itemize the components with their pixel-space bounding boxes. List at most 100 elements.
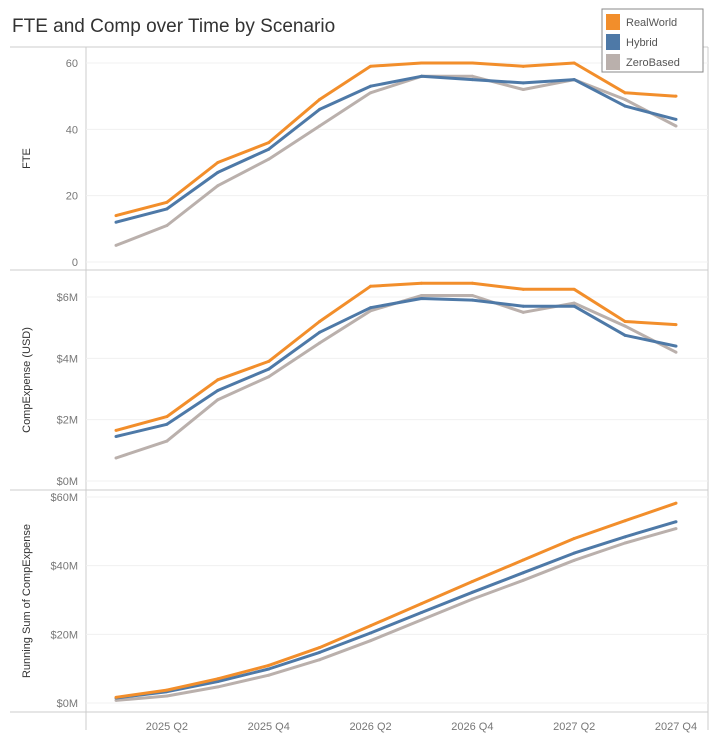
data-point[interactable] xyxy=(318,107,322,111)
data-point[interactable] xyxy=(267,147,271,151)
data-point[interactable] xyxy=(165,224,169,228)
data-point[interactable] xyxy=(318,97,322,101)
data-point[interactable] xyxy=(216,680,220,684)
series-line-realworld[interactable] xyxy=(115,281,677,432)
series-line-zerobased[interactable] xyxy=(115,294,677,460)
data-point[interactable] xyxy=(521,558,525,562)
data-point[interactable] xyxy=(369,64,373,68)
data-point[interactable] xyxy=(318,650,322,654)
data-point[interactable] xyxy=(572,287,576,291)
data-point[interactable] xyxy=(419,297,423,301)
data-point[interactable] xyxy=(318,658,322,662)
data-point[interactable] xyxy=(318,646,322,650)
data-point[interactable] xyxy=(521,310,525,314)
data-point[interactable] xyxy=(419,293,423,297)
data-point[interactable] xyxy=(572,61,576,65)
data-point[interactable] xyxy=(674,94,678,98)
series-line-hybrid[interactable] xyxy=(115,74,677,224)
data-point[interactable] xyxy=(165,200,169,204)
data-point[interactable] xyxy=(369,284,373,288)
data-point[interactable] xyxy=(521,571,525,575)
data-point[interactable] xyxy=(165,439,169,443)
data-point[interactable] xyxy=(623,97,627,101)
data-point[interactable] xyxy=(369,309,373,313)
data-point[interactable] xyxy=(267,359,271,363)
data-point[interactable] xyxy=(216,389,220,393)
data-point[interactable] xyxy=(623,519,627,523)
data-point[interactable] xyxy=(114,220,118,224)
data-point[interactable] xyxy=(674,117,678,121)
data-point[interactable] xyxy=(419,611,423,615)
data-point[interactable] xyxy=(572,551,576,555)
data-point[interactable] xyxy=(419,281,423,285)
data-point[interactable] xyxy=(267,673,271,677)
data-point[interactable] xyxy=(521,81,525,85)
data-point[interactable] xyxy=(572,304,576,308)
data-point[interactable] xyxy=(470,579,474,583)
data-point[interactable] xyxy=(521,304,525,308)
data-point[interactable] xyxy=(623,324,627,328)
data-point[interactable] xyxy=(623,91,627,95)
data-point[interactable] xyxy=(267,141,271,145)
data-point[interactable] xyxy=(674,501,678,505)
data-point[interactable] xyxy=(521,88,525,92)
data-point[interactable] xyxy=(216,398,220,402)
data-point[interactable] xyxy=(623,104,627,108)
series-line-realworld[interactable] xyxy=(115,61,677,218)
data-point[interactable] xyxy=(674,520,678,524)
data-point[interactable] xyxy=(114,435,118,439)
data-point[interactable] xyxy=(318,341,322,345)
data-point[interactable] xyxy=(674,344,678,348)
data-point[interactable] xyxy=(419,61,423,65)
data-point[interactable] xyxy=(470,78,474,82)
data-point[interactable] xyxy=(623,333,627,337)
series-line-zerobased[interactable] xyxy=(115,527,677,702)
series-line-realworld[interactable] xyxy=(115,501,677,699)
data-point[interactable] xyxy=(470,597,474,601)
data-point[interactable] xyxy=(216,170,220,174)
data-point[interactable] xyxy=(369,306,373,310)
data-point[interactable] xyxy=(470,590,474,594)
series-line-hybrid[interactable] xyxy=(115,520,677,700)
data-point[interactable] xyxy=(114,243,118,247)
data-point[interactable] xyxy=(216,378,220,382)
legend-item-zerobased[interactable]: ZeroBased xyxy=(606,54,680,70)
data-point[interactable] xyxy=(674,124,678,128)
data-point[interactable] xyxy=(470,293,474,297)
data-point[interactable] xyxy=(674,350,678,354)
data-point[interactable] xyxy=(165,422,169,426)
data-point[interactable] xyxy=(470,281,474,285)
data-point[interactable] xyxy=(267,375,271,379)
data-point[interactable] xyxy=(165,415,169,419)
data-point[interactable] xyxy=(572,558,576,562)
data-point[interactable] xyxy=(267,663,271,667)
series-line-hybrid[interactable] xyxy=(115,297,677,438)
data-point[interactable] xyxy=(470,61,474,65)
data-point[interactable] xyxy=(623,541,627,545)
data-point[interactable] xyxy=(165,688,169,692)
data-point[interactable] xyxy=(318,330,322,334)
data-point[interactable] xyxy=(216,184,220,188)
data-point[interactable] xyxy=(623,535,627,539)
legend-item-hybrid[interactable]: Hybrid xyxy=(606,34,658,50)
data-point[interactable] xyxy=(267,667,271,671)
data-point[interactable] xyxy=(114,456,118,460)
series-line-zerobased[interactable] xyxy=(115,74,677,247)
data-point[interactable] xyxy=(318,320,322,324)
data-point[interactable] xyxy=(114,428,118,432)
data-point[interactable] xyxy=(521,64,525,68)
data-point[interactable] xyxy=(165,207,169,211)
data-point[interactable] xyxy=(318,124,322,128)
data-point[interactable] xyxy=(521,578,525,582)
data-point[interactable] xyxy=(267,157,271,161)
data-point[interactable] xyxy=(674,323,678,327)
legend-item-realworld[interactable]: RealWorld xyxy=(606,14,677,30)
data-point[interactable] xyxy=(369,639,373,643)
data-point[interactable] xyxy=(369,631,373,635)
data-point[interactable] xyxy=(419,602,423,606)
data-point[interactable] xyxy=(369,91,373,95)
data-point[interactable] xyxy=(623,320,627,324)
data-point[interactable] xyxy=(216,685,220,689)
data-point[interactable] xyxy=(572,537,576,541)
data-point[interactable] xyxy=(114,698,118,702)
